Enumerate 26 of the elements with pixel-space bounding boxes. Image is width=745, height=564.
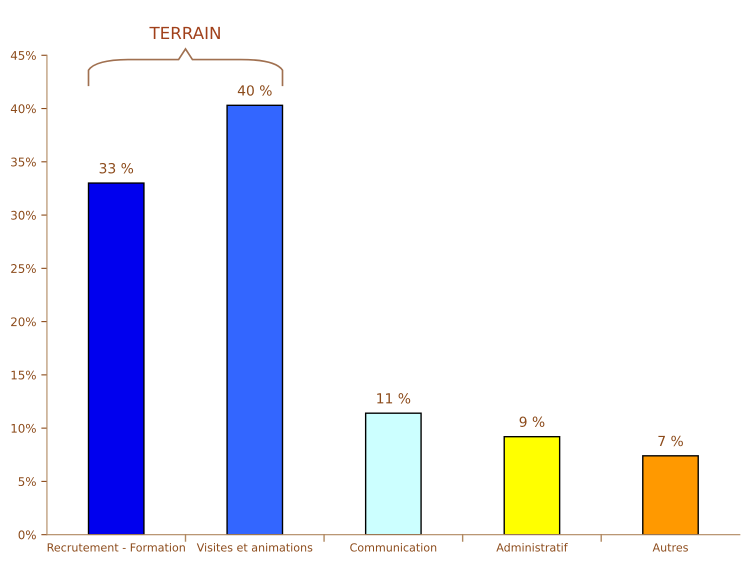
x-tick-label: Visites et animations: [196, 543, 312, 552]
y-tick-label: 0%: [18, 530, 36, 540]
x-tick-label: Autres: [652, 543, 688, 552]
y-tick-label: 5%: [18, 477, 36, 486]
y-tick-label: 45%: [10, 50, 36, 60]
bar: [364, 412, 422, 535]
data-label: 40 %: [238, 85, 272, 96]
y-tick-label: 15%: [12, 370, 36, 380]
bar: [88, 182, 145, 535]
data-label: 11 %: [377, 393, 410, 404]
x-tick-label: Administratif: [496, 543, 568, 552]
data-label: 9 %: [520, 416, 544, 428]
data-label: 33 %: [100, 162, 134, 174]
bar: [642, 455, 699, 535]
y-tick-label: 20%: [11, 317, 36, 326]
y-tick-label: 30%: [11, 210, 36, 220]
x-tick-label: Recrutement - Formation: [48, 543, 185, 552]
x-tick-label: Communication: [350, 543, 436, 552]
data-label: 7 %: [658, 436, 683, 446]
y-tick-label: 40%: [10, 104, 36, 114]
y-tick-label: 10%: [12, 424, 36, 433]
text: TERRAIN: [149, 26, 220, 40]
y-tick-label: 35%: [11, 158, 36, 166]
bar: [504, 436, 560, 535]
bar: [226, 104, 284, 535]
y-tick-label: 25%: [11, 264, 36, 273]
